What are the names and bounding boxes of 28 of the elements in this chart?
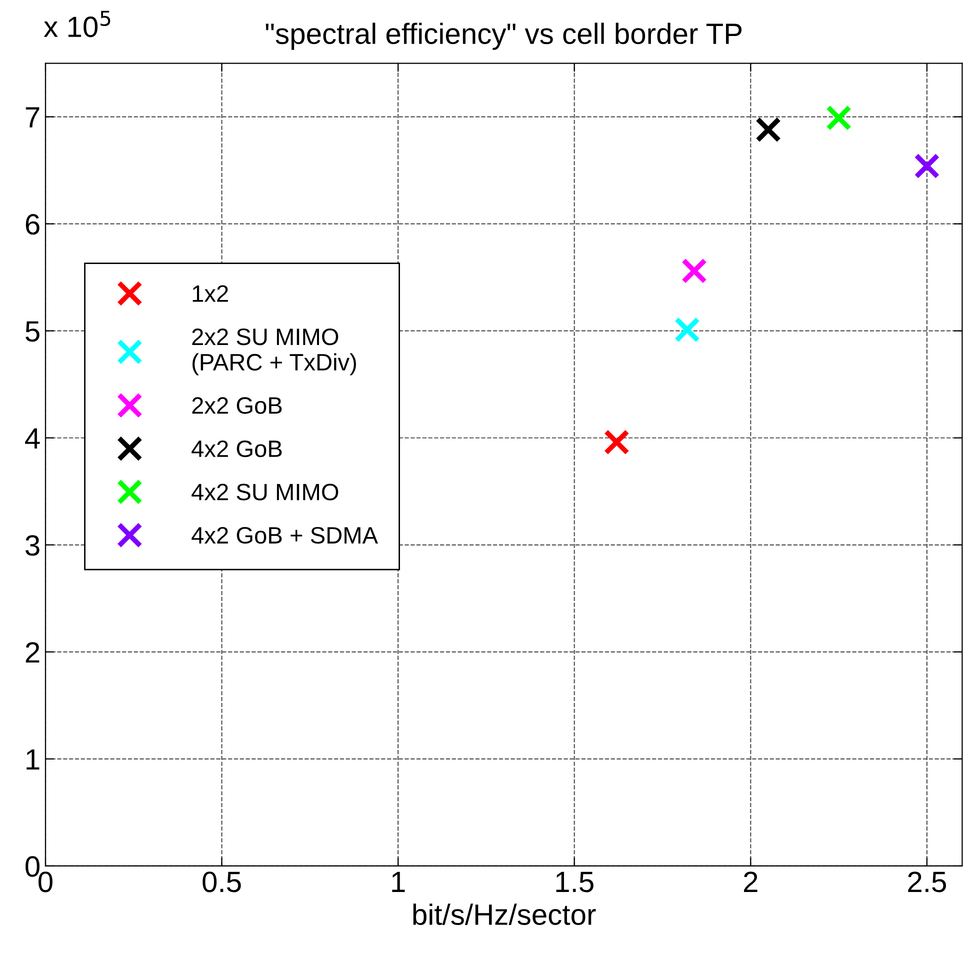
- y-tick-label: 2: [26, 642, 40, 662]
- legend-label: 4x2 SU MIMO: [192, 484, 338, 500]
- chart-title: "spectral efficiency" vs cell border TP: [266, 22, 742, 50]
- x-tick-label: 1: [392, 872, 405, 892]
- point: [826, 105, 852, 131]
- point: [681, 258, 708, 284]
- y-tick-label: 0: [26, 856, 40, 877]
- legend-label: 4x2 GoB: [192, 440, 282, 458]
- text: x 10$^{5}$: [44, 10, 110, 38]
- y-tick-label: 4: [25, 428, 40, 448]
- x-axis-title: bit/s/Hz/sector: [413, 904, 596, 926]
- y-tick-label: 3: [26, 535, 40, 556]
- y-tick-label: 6: [26, 214, 40, 235]
- legend-label: 4x2 GoB + SDMA: [192, 526, 378, 544]
- legend-label: 2x2 SU MIMO (PARC + TxDiv): [192, 328, 356, 376]
- legend-label: 1x2: [192, 285, 228, 302]
- point: [755, 116, 782, 142]
- point: [604, 429, 630, 456]
- y-tick-label: 7: [26, 107, 40, 128]
- y-tick-label: 5: [26, 321, 40, 342]
- x-tick-label: 2.5: [908, 872, 946, 892]
- x-tick-label: 0.5: [202, 872, 241, 892]
- point: [914, 153, 940, 179]
- x-tick-label: 1.5: [556, 872, 594, 892]
- x-tick-label: 2: [744, 872, 758, 892]
- point: [674, 316, 700, 343]
- legend-label: 2x2 GoB: [192, 397, 282, 414]
- y-tick-label: 1: [26, 749, 40, 770]
